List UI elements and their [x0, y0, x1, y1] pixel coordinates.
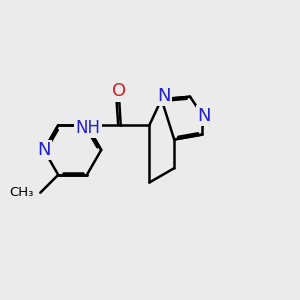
- Text: O: O: [112, 82, 126, 100]
- Text: N: N: [158, 87, 171, 105]
- Text: CH₃: CH₃: [9, 186, 33, 199]
- Text: N: N: [37, 141, 51, 159]
- Text: N: N: [198, 106, 211, 124]
- Text: NH: NH: [76, 119, 101, 137]
